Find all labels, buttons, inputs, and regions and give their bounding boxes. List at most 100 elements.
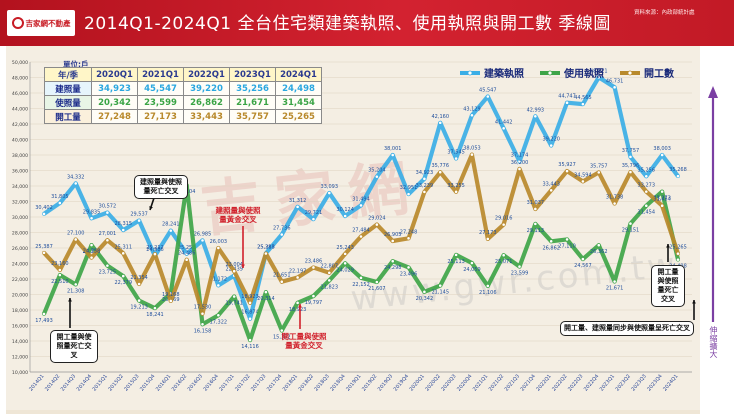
data-label: 28,241: [162, 222, 180, 228]
data-point: [263, 290, 268, 294]
data-label: 25,243: [336, 245, 354, 251]
x-tick-label: 2024Q1: [662, 373, 679, 392]
data-label: 35,796: [622, 163, 640, 169]
x-tick-label: 2022Q3: [567, 373, 584, 392]
data-point: [343, 251, 348, 256]
data-point: [57, 273, 62, 277]
x-tick-label: 2019Q3: [377, 373, 394, 392]
data-point: [42, 211, 46, 216]
data-label: 20,314: [257, 296, 275, 302]
data-point: [485, 284, 490, 288]
data-label: 26,905: [384, 232, 402, 238]
data-point: [311, 265, 316, 270]
data-label: 37,545: [447, 150, 465, 156]
data-point: [596, 75, 601, 80]
side-arrow-text: 伸縮擴大: [709, 326, 718, 358]
data-point: [612, 201, 617, 206]
data-label: 23,160: [51, 261, 69, 267]
x-tick-label: 2021Q3: [504, 373, 521, 392]
data-label: 46,731: [606, 78, 624, 84]
data-label: 21,106: [479, 290, 497, 296]
data-point: [105, 210, 110, 215]
data-label: 25,318: [257, 244, 275, 250]
data-point: [676, 174, 680, 179]
data-point: [406, 236, 411, 241]
data-label: 41,442: [495, 119, 513, 125]
data-label: 31,454: [653, 197, 671, 203]
data-point: [660, 153, 665, 157]
data-point: [57, 201, 62, 205]
data-label: 31,738: [606, 195, 624, 201]
data-label: 34,923: [416, 170, 434, 176]
data-label: 21,308: [67, 288, 85, 294]
data-point: [327, 270, 332, 275]
data-point: [422, 189, 427, 194]
data-point: [454, 156, 459, 161]
data-point: [517, 159, 522, 164]
data-point: [628, 221, 633, 226]
data-label: 33,239: [416, 183, 434, 189]
annotation-arrow-head: [149, 206, 153, 210]
data-point: [438, 120, 443, 125]
summary-year: 2021Q1: [137, 67, 184, 82]
data-point: [263, 251, 268, 256]
data-point: [200, 322, 205, 327]
annotation-arrow-head: [241, 264, 245, 268]
data-point: [248, 316, 252, 321]
data-point: [596, 170, 601, 175]
data-point: [581, 102, 585, 107]
data-point: [501, 126, 506, 131]
data-point: [343, 261, 348, 266]
data-label: 22,807: [321, 264, 339, 270]
summary-year: 2024Q1: [275, 67, 322, 82]
data-label: 36,200: [511, 160, 529, 166]
data-label: 15,352: [273, 335, 291, 341]
data-label: 19,797: [305, 300, 323, 306]
summary-cell: 33,443: [183, 109, 230, 124]
legend-label: 建築執照: [483, 67, 524, 80]
y-tick-label: 34,000: [12, 184, 28, 190]
y-tick-label: 48,000: [12, 76, 28, 82]
data-point: [628, 170, 633, 174]
summary-cell: 45,547: [137, 81, 184, 96]
data-point: [501, 253, 506, 258]
x-tick-label: 2020Q2: [424, 373, 441, 392]
x-tick-label: 2023Q1: [599, 373, 616, 392]
data-label: 24,567: [574, 263, 592, 269]
x-tick-label: 2018Q3: [313, 373, 330, 392]
data-point: [533, 114, 538, 119]
annotation-death-cross-1: 建照量與使照量死亡交叉: [134, 175, 188, 199]
y-tick-label: 44,000: [12, 107, 28, 113]
data-label: 25,113: [447, 259, 465, 265]
data-point: [57, 268, 62, 272]
data-label: 42,160: [432, 114, 450, 120]
data-point: [644, 174, 649, 179]
data-point: [517, 167, 522, 171]
data-label: 33,273: [638, 183, 656, 189]
x-tick-label: 2014Q3: [60, 373, 77, 392]
data-point: [644, 203, 649, 208]
data-label: 31,312: [289, 198, 307, 204]
data-label: 25,311: [115, 244, 133, 250]
data-label: 21,671: [606, 286, 624, 292]
x-tick-label: 2016Q1: [155, 373, 172, 392]
data-label: 23,004: [225, 262, 243, 268]
data-point: [374, 174, 379, 179]
data-label: 35,776: [432, 163, 450, 169]
data-label: 32,951: [400, 185, 418, 191]
data-point: [216, 313, 221, 318]
x-tick-label: 2023Q3: [630, 373, 647, 392]
data-label: 22,510: [51, 279, 69, 285]
data-point: [184, 251, 189, 256]
data-point: [89, 243, 94, 247]
summary-table: 年/季 2020Q1 2021Q1 2022Q1 2023Q1 2024Q1 建…: [44, 67, 322, 124]
data-label: 35,757: [590, 163, 608, 169]
data-point: [200, 238, 205, 243]
data-point: [485, 94, 490, 99]
data-point: [295, 300, 300, 305]
x-tick-label: 2018Q4: [329, 373, 346, 392]
brand-logo: 吉家網不動產: [7, 10, 75, 36]
data-point: [454, 189, 459, 194]
data-point: [438, 170, 443, 175]
data-point: [121, 228, 126, 232]
